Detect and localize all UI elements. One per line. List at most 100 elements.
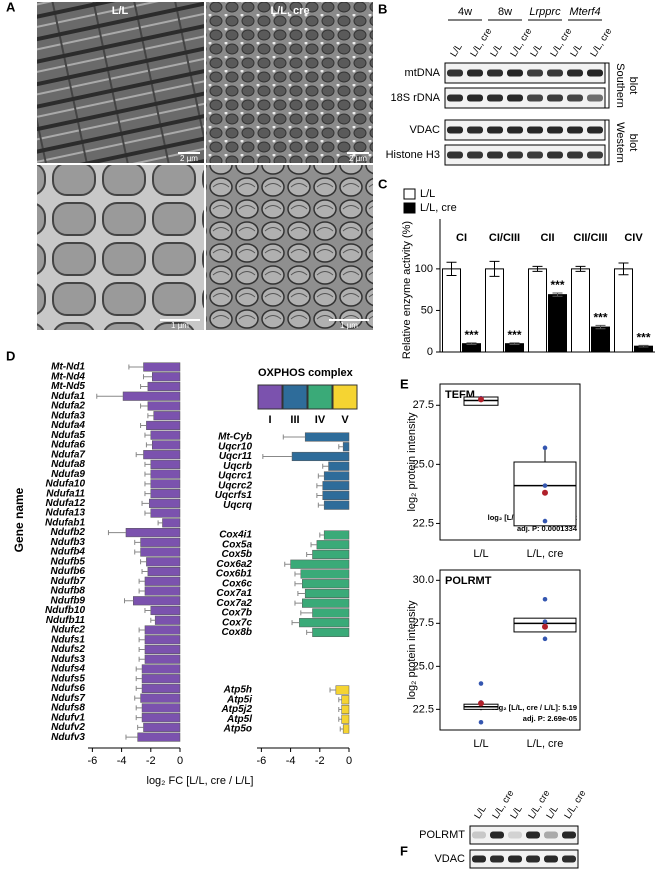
legend-label: L/L, cre	[420, 202, 457, 214]
band	[490, 855, 504, 863]
legend-label: III	[290, 414, 299, 426]
error-bar	[144, 471, 151, 477]
band	[507, 94, 523, 102]
bracket	[604, 62, 610, 109]
gene-label: Ndufa2	[51, 401, 85, 412]
band	[562, 855, 576, 863]
bar	[150, 508, 181, 518]
bar	[304, 432, 350, 442]
error-bar	[128, 364, 144, 370]
category-label: CII	[540, 232, 554, 244]
micrograph	[37, 165, 204, 330]
x-tick-label: L/L, cre	[527, 738, 564, 750]
error-bar	[310, 542, 317, 548]
bar	[299, 618, 350, 628]
error-bar	[575, 265, 586, 272]
error-bar	[125, 734, 138, 740]
y-tick-label: 25.0	[413, 458, 434, 470]
point	[478, 719, 484, 725]
bar	[133, 596, 181, 606]
legend-label: IV	[315, 414, 326, 426]
band	[526, 855, 540, 863]
gene-label: Ndufa12	[46, 498, 86, 509]
band	[547, 94, 563, 102]
point	[542, 619, 548, 624]
bar	[140, 547, 181, 557]
scale-bar-label: 1 µm	[171, 321, 189, 330]
micrograph	[206, 2, 373, 163]
bar	[302, 598, 350, 608]
band	[562, 831, 576, 839]
bar	[141, 674, 181, 684]
bar	[442, 268, 461, 353]
panel-label: A	[6, 0, 16, 14]
error-bar	[141, 500, 150, 506]
error-bar	[532, 265, 543, 272]
y-tick-label: 22.5	[413, 517, 434, 529]
band	[587, 69, 603, 77]
bar	[300, 569, 350, 579]
bar	[548, 294, 567, 353]
bar	[150, 479, 181, 489]
blot-frame	[444, 87, 606, 109]
micrograph	[37, 2, 204, 163]
bar	[143, 362, 181, 372]
error-bar	[145, 442, 153, 448]
error-bar	[294, 600, 303, 606]
error-bar	[138, 646, 145, 652]
gene-label: Ndufb4	[51, 547, 86, 558]
band	[544, 855, 558, 863]
error-bar	[338, 697, 342, 703]
band	[508, 855, 522, 863]
group-label: 4w	[458, 6, 472, 18]
bar	[141, 703, 181, 713]
blot-frame	[444, 119, 606, 141]
bar	[316, 540, 350, 550]
bar	[571, 268, 590, 353]
band	[547, 151, 563, 159]
error-bar	[157, 520, 163, 526]
error-bar	[291, 620, 300, 626]
error-bar	[144, 510, 151, 516]
bar	[141, 713, 181, 723]
x-tick-label: 0	[177, 755, 183, 767]
row-label: VDAC	[409, 124, 440, 136]
lane-label: L/L	[448, 42, 464, 59]
column-label: L/L, cre	[270, 5, 309, 17]
band	[507, 151, 523, 159]
bar	[591, 326, 610, 353]
error-bar	[306, 551, 313, 557]
error-bar	[134, 695, 141, 701]
gene-label: Ndufb2	[51, 527, 86, 538]
scale-bar-label: 2 µm	[180, 154, 198, 163]
error-bar	[282, 434, 306, 440]
bar	[485, 268, 504, 353]
group-label: Lrpprc	[529, 6, 561, 18]
point	[542, 483, 548, 488]
mean	[542, 623, 548, 630]
error-bar	[144, 608, 151, 613]
bar	[146, 557, 181, 567]
bar	[144, 654, 181, 664]
bar	[143, 450, 181, 460]
micrograph	[206, 165, 373, 330]
legend-swatch	[332, 384, 358, 410]
panel-label: B	[378, 1, 387, 16]
error-bar	[135, 705, 143, 711]
band	[567, 94, 583, 102]
gene-label: Mt-Nd4	[51, 371, 85, 382]
panel-label: D	[6, 348, 15, 363]
blot-frame	[469, 825, 579, 845]
error-bar	[144, 461, 151, 467]
gene-label: Ndufs6	[51, 683, 85, 694]
x-tick-label: -6	[87, 755, 97, 767]
significance: ***	[550, 278, 564, 292]
row-label: Histone H3	[386, 149, 440, 161]
bar	[341, 704, 350, 715]
significance: ***	[636, 331, 650, 345]
bar	[144, 625, 181, 635]
error-bar	[142, 374, 153, 380]
error-bar	[140, 383, 148, 389]
error-bar	[466, 342, 477, 346]
bracket-label: Western	[614, 122, 626, 163]
